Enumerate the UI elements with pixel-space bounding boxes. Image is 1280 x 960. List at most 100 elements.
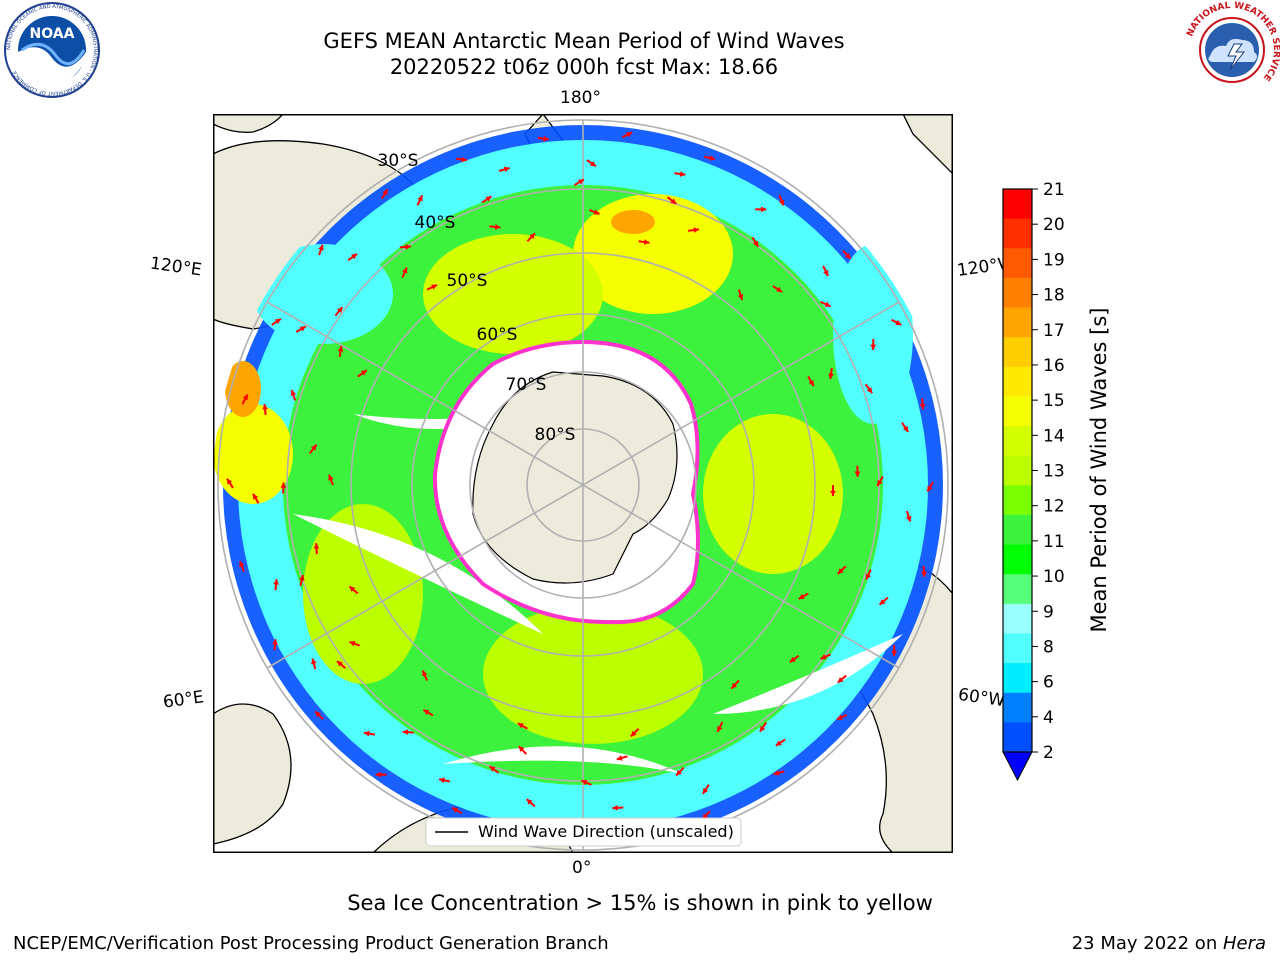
antarctica [432, 339, 700, 625]
wave-direction-arrow [517, 722, 528, 730]
wave-direction-arrow [751, 236, 760, 248]
wave-period-field [213, 125, 943, 845]
sea-ice-note: Sea Ice Concentration > 15% is shown in … [347, 891, 933, 915]
colorbar-tick-label: 15 [1043, 391, 1065, 411]
lon-label-60e: 60°E [161, 687, 206, 713]
graticule [217, 119, 949, 851]
colorbar-tick-label: 16 [1043, 356, 1065, 376]
wave-direction-arrow [901, 422, 910, 433]
wave-direction-arrow [830, 485, 836, 496]
colorbar-swatches [1003, 189, 1032, 753]
wave-direction-arrow [789, 654, 800, 664]
colorbar-swatch [1003, 189, 1032, 220]
colorbar-tick-label: 17 [1043, 321, 1065, 341]
wave-direction-arrow [314, 710, 324, 720]
wave-direction-arrow [311, 658, 317, 670]
wave-direction-arrow [334, 306, 344, 317]
wave-direction-arrow [891, 318, 902, 326]
wave-direction-arrow [759, 722, 767, 733]
colorbar-tick-label: 10 [1043, 567, 1065, 587]
colorbar-swatch [1003, 514, 1032, 546]
wave-direction-arrow [612, 804, 624, 811]
colorbar-swatch [1003, 633, 1032, 664]
wave-direction-arrow [313, 543, 320, 555]
wave-direction-arrow [318, 244, 324, 256]
wave-direction-arrow [773, 770, 785, 776]
wave-direction-arrow [422, 709, 434, 717]
wave-direction-arrow [241, 393, 249, 405]
wave-direction-arrow [674, 171, 686, 177]
wave-direction-arrow [438, 777, 451, 784]
wave-direction-arrow [537, 135, 549, 142]
colorbar-swatch [1003, 366, 1032, 397]
wave-direction-arrow [336, 660, 347, 669]
colorbar-swatch [1003, 307, 1032, 338]
wave-direction-arrow [526, 232, 536, 242]
colorbar-swatch [1003, 337, 1032, 368]
colorbar-tick-label: 6 [1043, 673, 1054, 693]
wave-direction-arrow [864, 383, 873, 394]
wave-direction-arrow [778, 194, 785, 206]
wave-direction-arrow [226, 478, 234, 489]
wave-direction-arrow [876, 476, 884, 487]
wave-direction-arrow [854, 465, 861, 477]
wave-direction-arrow [295, 325, 307, 333]
colorbar-swatch [1003, 574, 1032, 605]
wave-direction-arrow [380, 188, 389, 200]
colorbar-tick-label: 2 [1043, 743, 1054, 763]
wave-direction-arrow [581, 779, 592, 786]
colorbar-tick-label: 4 [1043, 708, 1054, 728]
colorbar-tick-label: 19 [1043, 250, 1065, 270]
lon-label-0: 0° [572, 858, 592, 878]
wave-direction-arrow [828, 367, 834, 380]
wave-direction-arrow [926, 481, 934, 493]
colorbar-swatch [1003, 603, 1032, 634]
colorbar-tick-label: 18 [1043, 286, 1065, 306]
colorbar-tick-label: 9 [1043, 602, 1054, 622]
colorbar-tick-label: 13 [1043, 462, 1065, 482]
wave-direction-arrow [416, 194, 424, 206]
colorbar-swatch [1003, 722, 1032, 753]
wave-direction-arrow [588, 209, 600, 215]
wave-direction-arrow [298, 574, 305, 586]
colorbar-swatch [1003, 485, 1032, 516]
wave-direction-arrow [498, 166, 510, 173]
wave-direction-arrow [451, 806, 463, 815]
colorbar: 21 20 19 18 17 16 15 14 13 12 11 10 9 8 6 4 2 Mean Perio… [1002, 180, 1111, 782]
wave-direction-arrow [837, 565, 847, 575]
wave-direction-arrow [349, 640, 361, 647]
footer-date: 23 May 2022 on Hera [1072, 933, 1266, 954]
colorbar-swatch [1003, 248, 1032, 279]
wave-direction-arrow [755, 206, 767, 213]
legend-label: Wind Wave Direction (unscaled) [478, 822, 734, 841]
wave-direction-arrow [481, 195, 492, 204]
wave-direction-arrow [704, 155, 716, 161]
noaa-logo-icon: NOAA NATIONAL OCEANIC AND ATMOSPHERIC AD… [4, 2, 100, 98]
wave-direction-arrow [822, 265, 829, 277]
footer-credit: NCEP/EMC/Verification Post Processing Pr… [13, 933, 609, 954]
wave-direction-arrow [666, 196, 677, 205]
wave-direction-arrow [775, 738, 786, 747]
wave-direction-arrow [421, 670, 429, 681]
wave-direction-arrow [273, 579, 279, 591]
wave-direction-arrow [638, 239, 650, 245]
wave-direction-arrow [309, 444, 318, 454]
wave-direction-arrow [262, 403, 268, 416]
noaa-logo-text: NOAA [30, 26, 75, 42]
wave-direction-arrow [271, 317, 282, 326]
wave-direction-arrow [616, 755, 628, 761]
map-legend: Wind Wave Direction (unscaled) [425, 817, 742, 847]
colorbar-swatch [1003, 277, 1032, 309]
colorbar-swatch [1003, 544, 1032, 575]
colorbar-tick-label: 8 [1043, 637, 1054, 657]
wave-direction-arrow [836, 713, 848, 721]
wave-direction-arrow [357, 369, 368, 378]
colorbar-ticks: 21 20 19 18 17 16 15 14 13 12 11 10 9 8 6 4 2 [1032, 180, 1065, 763]
wave-direction-arrow [573, 178, 585, 186]
lat-label-50s: 50°S [447, 271, 488, 291]
wave-direction-arrow [525, 798, 536, 808]
wave-direction-arrow [621, 131, 633, 139]
wave-direction-arrow [716, 721, 724, 733]
wave-direction-arrow [919, 398, 926, 410]
footer-machine: Hera [1222, 933, 1266, 954]
